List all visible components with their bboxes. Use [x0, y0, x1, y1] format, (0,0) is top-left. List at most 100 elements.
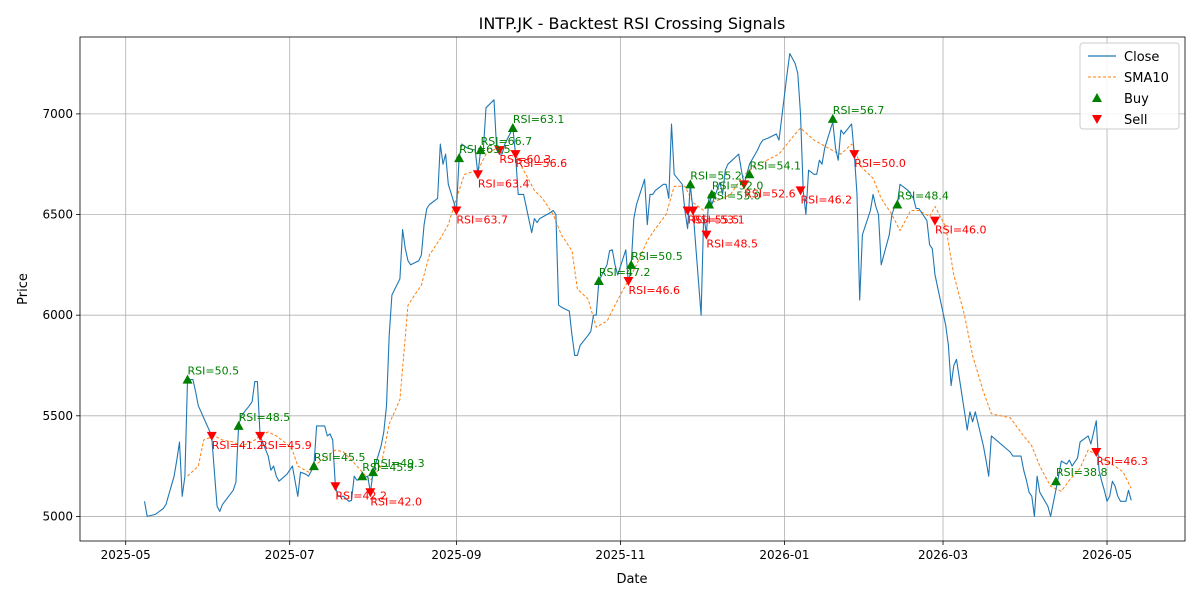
sell-signal-label: RSI=41.2	[212, 439, 264, 452]
sell-signal-marker	[701, 230, 712, 240]
sell-signal-label: RSI=50.0	[854, 157, 906, 170]
buy-signal-marker	[706, 189, 717, 199]
sell-signal-marker	[795, 186, 806, 196]
buy-signal-label: RSI=63.5	[459, 143, 511, 156]
sell-signal-marker	[255, 431, 266, 441]
sell-signal-label: RSI=60.3	[499, 153, 551, 166]
buy-signal-label: RSI=45.9	[362, 461, 414, 474]
sell-signal-marker	[510, 150, 521, 160]
sell-signal-marker	[494, 146, 505, 156]
buy-signal-marker	[704, 199, 715, 209]
plot-frame	[79, 36, 1186, 542]
buy-signal-label: RSI=66.7	[481, 135, 533, 148]
sell-signal-label: RSI=46.6	[628, 284, 680, 297]
legend-close-label: Close	[1124, 50, 1159, 65]
sell-signal-label: RSI=52.6	[744, 187, 796, 200]
x-tick-label: 2026-01	[759, 548, 809, 562]
buy-signal-marker	[308, 461, 319, 471]
buy-signal-label: RSI=47.2	[599, 266, 651, 279]
x-axis-label: Date	[616, 572, 647, 587]
y-axis-label: Price	[16, 273, 31, 305]
sell-signal-marker	[365, 488, 376, 498]
buy-signal-label: RSI=48.5	[239, 411, 291, 424]
sell-signal-marker	[623, 276, 634, 286]
x-tick-label: 2025-11	[595, 548, 645, 562]
buy-signal-label: RSI=49.3	[373, 457, 425, 470]
y-tick-label: 5000	[42, 509, 73, 523]
sell-signal-marker	[206, 431, 217, 441]
buy-signal-label: RSI=52.0	[712, 179, 764, 192]
legend-sell-triangle-icon	[1092, 115, 1102, 124]
y-tick-label: 6000	[42, 308, 73, 322]
buy-signal-marker	[368, 467, 379, 477]
axes: 2025-05 2025-07 2025-09 2025-11 2026-01 2026-…	[42, 107, 1132, 562]
sell-signal-label: RSI=42.0	[370, 495, 422, 508]
buy-signal-label: RSI=50.5	[631, 250, 683, 263]
buy-signal-marker	[233, 420, 244, 430]
buy-signal-label: RSI=53.0	[709, 189, 761, 202]
close-series-layer	[143, 52, 1132, 517]
buy-signal-label: RSI=48.4	[897, 189, 949, 202]
sell-signal-marker	[451, 206, 462, 216]
y-tick-label: 6500	[42, 208, 73, 222]
sell-signal-marker	[739, 180, 750, 190]
buy-signal-marker	[626, 259, 637, 269]
sell-signal-label: RSI=45.9	[260, 439, 312, 452]
x-tick-label: 2025-09	[431, 548, 481, 562]
buy-signal-label: RSI=55.2	[690, 169, 742, 182]
sell-signal-marker	[472, 170, 483, 180]
buy-signal-marker	[593, 275, 604, 285]
sell-signal-label: RSI=46.3	[1096, 455, 1148, 468]
buy-signal-marker	[357, 471, 368, 481]
sell-signal-marker	[929, 216, 940, 226]
x-tick-label: 2026-05	[1082, 548, 1132, 562]
legend: Close SMA10 Buy Sell	[1079, 42, 1180, 130]
sell-signal-label: RSI=42.2	[335, 489, 387, 502]
sell-signal-label: RSI=53.1	[693, 214, 745, 227]
legend-box	[1079, 42, 1180, 130]
legend-buy-triangle-icon	[1092, 93, 1102, 102]
x-tick-label: 2026-03	[918, 548, 968, 562]
buy-signal-marker	[827, 113, 838, 123]
sell-signal-label: RSI=48.5	[706, 238, 758, 251]
legend-sell-label: Sell	[1124, 113, 1147, 128]
buy-signal-label: RSI=56.7	[833, 104, 885, 117]
buy-signal-marker	[507, 122, 518, 132]
legend-buy-label: Buy	[1124, 92, 1149, 107]
buy-signal-label: RSI=63.1	[513, 113, 565, 126]
x-tick-label: 2025-07	[265, 548, 315, 562]
buy-signal-label: RSI=54.1	[749, 159, 801, 172]
sma10-series-layer	[187, 127, 1132, 492]
sell-signal-label: RSI=63.7	[456, 214, 508, 227]
buy-signal-marker	[1050, 476, 1061, 486]
sell-signal-label: RSI=56.6	[516, 157, 568, 170]
sell-signal-label: RSI=55.5	[688, 214, 740, 227]
signal-markers-layer	[182, 113, 1102, 498]
buy-signal-label: RSI=50.5	[188, 365, 240, 378]
sma10-series-line	[187, 127, 1132, 492]
x-tick-label: 2025-05	[101, 548, 151, 562]
buy-signal-marker	[744, 169, 755, 179]
buy-signal-label: RSI=45.5	[314, 451, 366, 464]
signal-labels-layer: RSI=50.5RSI=48.5RSI=45.5RSI=45.9RSI=49.3…	[188, 104, 1148, 508]
sell-signal-label: RSI=63.4	[478, 177, 530, 190]
legend-sma10-label: SMA10	[1124, 71, 1169, 86]
buy-signal-marker	[685, 179, 696, 189]
sell-signal-label: RSI=46.2	[801, 193, 853, 206]
buy-signal-marker	[454, 153, 465, 163]
sell-signal-marker	[330, 482, 341, 492]
close-series-line	[143, 52, 1132, 517]
chart-title: INTP.JK - Backtest RSI Crossing Signals	[479, 14, 786, 33]
y-tick-label: 7000	[42, 107, 73, 121]
buy-signal-label: RSI=38.8	[1056, 466, 1108, 479]
buy-signal-marker	[182, 374, 193, 384]
sell-signal-label: RSI=46.0	[935, 224, 987, 237]
sell-signal-marker	[1091, 448, 1102, 458]
buy-signal-marker	[475, 145, 486, 155]
sell-signal-marker	[687, 206, 698, 216]
buy-signal-marker	[892, 199, 903, 209]
sell-signal-marker	[849, 150, 860, 160]
